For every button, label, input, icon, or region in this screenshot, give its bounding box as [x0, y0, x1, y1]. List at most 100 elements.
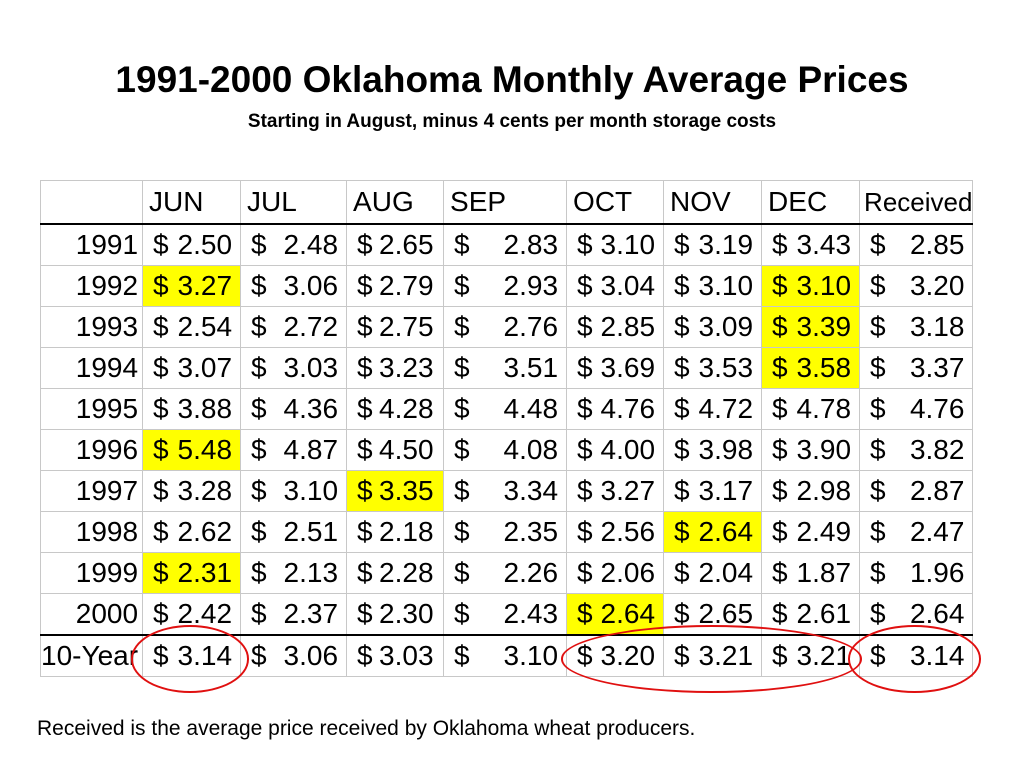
currency-symbol: $	[870, 475, 886, 506]
price-cell: $4.76	[859, 388, 974, 430]
column-header-sep: SEP	[443, 180, 568, 225]
year-label: 1992	[39, 265, 144, 307]
currency-symbol: $	[674, 270, 690, 301]
highlighted-price-cell: $3.35	[346, 470, 445, 512]
price-value: 4.48	[503, 393, 559, 424]
currency-symbol: $	[153, 516, 169, 547]
price-value: 3.07	[177, 352, 233, 383]
year-label: 1995	[39, 388, 144, 430]
price-value: 2.50	[177, 229, 233, 260]
year-label: 1991	[39, 223, 144, 266]
price-cell: $2.83	[443, 223, 568, 266]
price-cell: $2.65	[346, 223, 445, 266]
price-value: 3.14	[177, 640, 233, 671]
price-value: 4.76	[909, 393, 965, 424]
price-value: 2.42	[177, 598, 233, 629]
price-cell: $2.72	[240, 306, 348, 348]
price-value: 2.76	[503, 311, 559, 342]
price-value: 4.08	[503, 434, 559, 465]
price-value: 2.47	[909, 516, 965, 547]
price-cell: $4.28	[346, 388, 445, 430]
column-header-jun: JUN	[142, 180, 242, 225]
price-cell: $3.37	[859, 347, 974, 389]
currency-symbol: $	[153, 352, 169, 383]
price-value: 3.09	[698, 311, 754, 342]
price-cell: $4.76	[566, 388, 665, 430]
price-value: 2.37	[283, 598, 339, 629]
year-label: 1999	[39, 552, 144, 594]
year-label: 1997	[39, 470, 144, 512]
highlighted-price-cell: $5.48	[142, 429, 242, 471]
price-value: 2.35	[503, 516, 559, 547]
highlighted-price-cell: $2.64	[663, 511, 763, 553]
currency-symbol: $	[772, 311, 788, 342]
price-cell: $3.34	[443, 470, 568, 512]
table-row: 1998 $2.62 $2.51 $2.18 $2.35 $2.56 $2.64 $2.49 $…	[39, 511, 974, 553]
corner-cell	[39, 180, 144, 225]
price-cell: $2.64	[859, 593, 974, 636]
price-cell: $3.10	[663, 265, 763, 307]
table-row: 2000 $2.42 $2.37 $2.30 $2.43 $2.64 $2.65 $2.61 $…	[39, 593, 974, 636]
year-label: 1993	[39, 306, 144, 348]
price-cell: $4.00	[566, 429, 665, 471]
price-cell: $4.08	[443, 429, 568, 471]
price-value: 4.87	[283, 434, 339, 465]
price-value: 3.14	[909, 640, 965, 671]
price-cell: $1.96	[859, 552, 974, 594]
price-cell: $2.85	[859, 223, 974, 266]
table-row: 1992 $3.27 $3.06 $2.79 $2.93 $3.04 $3.10 $3.10 $…	[39, 265, 974, 307]
currency-symbol: $	[772, 393, 788, 424]
price-value: 2.87	[909, 475, 965, 506]
highlighted-price-cell: $3.27	[142, 265, 242, 307]
year-label: 1996	[39, 429, 144, 471]
price-cell: $2.54	[142, 306, 242, 348]
currency-symbol: $	[772, 352, 788, 383]
currency-symbol: $	[674, 598, 690, 629]
currency-symbol: $	[577, 475, 593, 506]
price-value: 2.48	[283, 229, 339, 260]
price-value: 3.43	[796, 229, 852, 260]
currency-symbol: $	[674, 475, 690, 506]
price-value: 3.51	[503, 352, 559, 383]
price-value: 2.64	[600, 598, 656, 629]
price-value: 2.83	[503, 229, 559, 260]
column-header-dec: DEC	[761, 180, 861, 225]
price-value: 4.00	[600, 434, 656, 465]
price-cell: $2.98	[761, 470, 861, 512]
price-value: 2.65	[379, 229, 434, 260]
currency-symbol: $	[454, 393, 470, 424]
average-price-cell: $3.14	[142, 634, 242, 677]
table-row: 1999 $2.31 $2.13 $2.28 $2.26 $2.06 $2.04 $1.87 $…	[39, 552, 974, 594]
currency-symbol: $	[674, 229, 690, 260]
currency-symbol: $	[870, 557, 886, 588]
price-value: 4.50	[379, 434, 434, 465]
price-cell: $2.85	[566, 306, 665, 348]
price-value: 3.03	[379, 640, 434, 671]
price-value: 4.36	[283, 393, 339, 424]
currency-symbol: $	[454, 516, 470, 547]
highlighted-price-cell: $2.64	[566, 593, 665, 636]
price-value: 2.13	[283, 557, 339, 588]
currency-symbol: $	[357, 434, 373, 465]
price-value: 3.06	[283, 270, 339, 301]
price-value: 2.04	[698, 557, 754, 588]
currency-symbol: $	[357, 516, 373, 547]
price-value: 2.98	[796, 475, 852, 506]
column-header-oct: OCT	[566, 180, 665, 225]
price-cell: $3.07	[142, 347, 242, 389]
price-value: 2.18	[379, 516, 434, 547]
price-value: 4.78	[796, 393, 852, 424]
price-value: 3.06	[283, 640, 339, 671]
price-cell: $2.56	[566, 511, 665, 553]
price-value: 2.64	[909, 598, 965, 629]
highlighted-price-cell: $3.39	[761, 306, 861, 348]
highlighted-price-cell: $3.10	[761, 265, 861, 307]
price-cell: $3.53	[663, 347, 763, 389]
price-value: 3.19	[698, 229, 754, 260]
price-value: 3.10	[698, 270, 754, 301]
currency-symbol: $	[153, 434, 169, 465]
price-cell: $2.76	[443, 306, 568, 348]
price-cell: $2.62	[142, 511, 242, 553]
price-cell: $3.04	[566, 265, 665, 307]
column-header-nov: NOV	[663, 180, 763, 225]
